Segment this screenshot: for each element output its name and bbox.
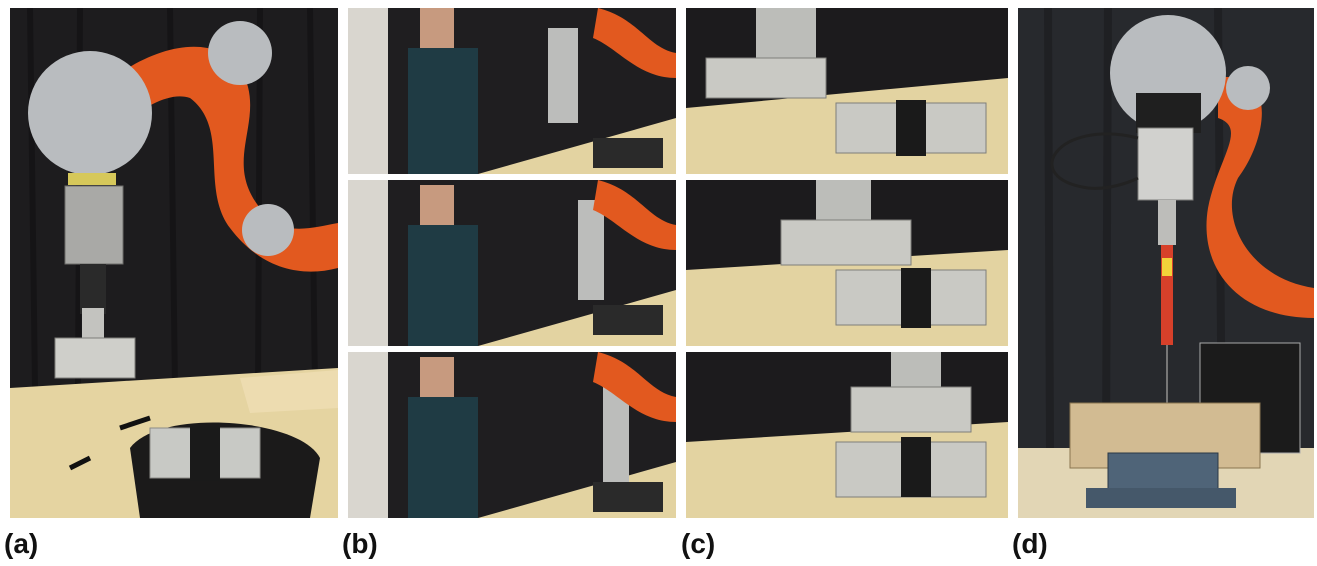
frame-b2 — [348, 180, 676, 346]
photo-panel-d — [1018, 8, 1314, 518]
frame-c3 — [686, 352, 1008, 518]
photo-panel-c — [686, 8, 1008, 518]
photo-panel-b — [348, 8, 676, 518]
panel-label-a: (a) — [4, 528, 39, 559]
panel-label-b: (b) — [342, 528, 378, 559]
panel-label-c: (c) — [681, 528, 716, 559]
photo-panel-a — [10, 8, 338, 518]
frame-c2 — [686, 180, 1008, 346]
robot-arm-photo-a — [10, 8, 338, 518]
frame-b3 — [348, 352, 676, 518]
frame-b1 — [348, 8, 676, 174]
robot-arm-photo-d — [1018, 8, 1314, 518]
panel-label-d: (d) — [1012, 528, 1048, 559]
frame-c1 — [686, 8, 1008, 174]
